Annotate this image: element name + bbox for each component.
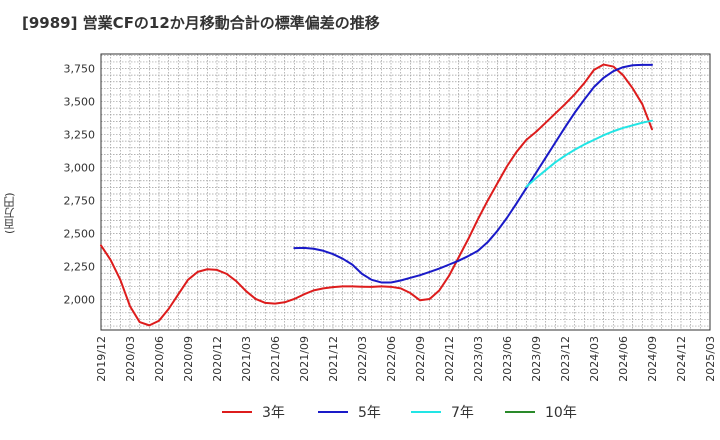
x-tick-label: 2025/03 (704, 336, 717, 382)
x-tick-label: 2022/06 (385, 336, 398, 382)
x-tick-label: 2019/12 (95, 336, 108, 382)
y-tick-label: 2,750 (64, 195, 96, 208)
series-line-0 (100, 63, 653, 327)
plot-frame (100, 53, 711, 331)
x-tick-label: 2023/03 (472, 336, 485, 382)
x-tick-label: 2021/09 (298, 336, 311, 382)
y-tick-label: 3,750 (64, 63, 96, 76)
legend-item-10y: 10年 (505, 400, 577, 424)
legend: 3年 5年 7年 10年 (0, 400, 720, 424)
x-tick-label: 2024/06 (617, 336, 630, 382)
x-tick-label: 2024/12 (675, 336, 688, 382)
x-tick-label: 2022/09 (414, 336, 427, 382)
x-tick-label: 2020/03 (124, 336, 137, 382)
legend-label-10y: 10年 (545, 405, 577, 421)
series-line-2 (525, 119, 653, 188)
y-tick-label: 2,250 (64, 261, 96, 274)
y-tick-label: 3,000 (64, 162, 96, 175)
legend-swatch-5y (318, 411, 348, 413)
legend-item-7y: 7年 (411, 400, 474, 424)
grid (100, 54, 711, 330)
series (100, 63, 653, 327)
legend-swatch-10y (505, 411, 535, 413)
x-tick-label: 2020/09 (182, 336, 195, 382)
x-tick-label: 2023/09 (530, 336, 543, 382)
x-tick-label: 2021/06 (269, 336, 282, 382)
x-tick-label: 2024/03 (588, 336, 601, 382)
legend-label-5y: 5年 (358, 405, 381, 421)
legend-item-5y: 5年 (318, 400, 381, 424)
series-line-1 (293, 63, 653, 284)
legend-swatch-7y (411, 411, 441, 413)
y-tick-label: 3,500 (64, 96, 96, 109)
chart-title: [9989] 営業CFの12か月移動合計の標準偏差の推移 (22, 14, 380, 32)
y-tick-label: 2,000 (64, 294, 96, 307)
y-tick-label: 2,500 (64, 228, 96, 241)
x-tick-label: 2022/12 (443, 336, 456, 382)
legend-item-3y: 3年 (222, 400, 285, 424)
axes: 2,000 2,250 2,500 2,750 3,000 3,250 3,500 3,750… (64, 53, 717, 382)
plot-area (101, 54, 710, 330)
x-tick-label: 2020/06 (153, 336, 166, 382)
x-tick-label: 2023/06 (501, 336, 514, 382)
x-tick-label: 2022/03 (356, 336, 369, 382)
x-tick-label: 2021/03 (240, 336, 253, 382)
x-tick-label: 2021/12 (327, 336, 340, 382)
x-tick-label: 2024/09 (646, 336, 659, 382)
legend-label-3y: 3年 (262, 405, 285, 421)
legend-swatch-3y (222, 411, 252, 413)
x-tick-label: 2020/12 (211, 336, 224, 382)
x-tick-label: 2023/12 (559, 336, 572, 382)
y-tick-label: 3,250 (64, 129, 96, 142)
legend-label-7y: 7年 (451, 405, 474, 421)
